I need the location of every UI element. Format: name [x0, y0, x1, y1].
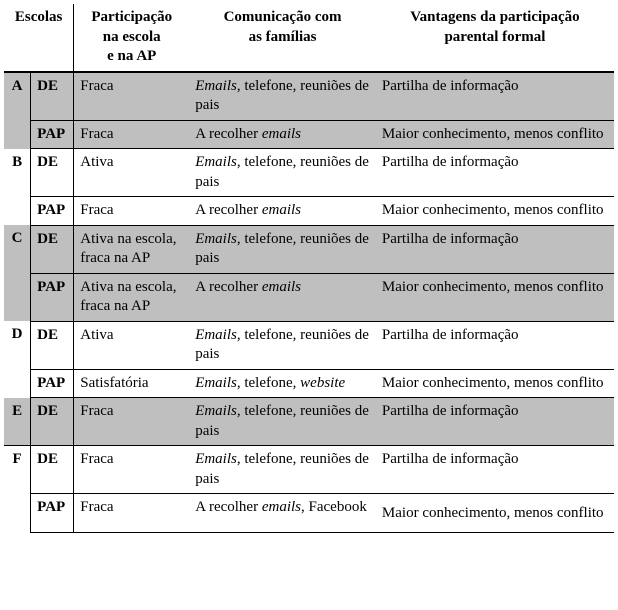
header-participacao: Participação na escola e na AP	[74, 4, 189, 72]
comm-f-de: Emails, telefone, reuniões de pais	[189, 446, 376, 494]
comm-c-pap-pre: A recolher	[195, 279, 262, 295]
school-e-letter: E	[4, 398, 31, 446]
comm-b-de-em: Emails	[195, 154, 237, 170]
header-comunicacao-l2: as famílias	[195, 28, 370, 48]
comm-f-pap-pre: A recolher	[195, 499, 262, 515]
header-vantagens: Vantagens da participação parental forma…	[376, 4, 614, 72]
header-comunicacao-l1: Comunicação com	[195, 8, 370, 28]
comm-b-pap-em: emails	[262, 202, 301, 218]
comm-f-pap: A recolher emails, Facebook	[189, 494, 376, 533]
comm-a-pap-pre: A recolher	[195, 126, 262, 142]
comm-a-de: Emails, telefone, reuniões de pais	[189, 72, 376, 121]
comm-a-pap-em: emails	[262, 126, 301, 142]
header-participacao-l3: e na AP	[80, 47, 183, 67]
row-e-de: E DE Fraca Emails, telefone, reuniões de…	[4, 398, 614, 446]
role-b-pap: PAP	[31, 197, 74, 226]
row-d-pap: PAP Satisfatória Emails, telefone, websi…	[4, 369, 614, 398]
comm-d-pap-mid: , telefone,	[237, 375, 300, 391]
role-a-de: DE	[31, 72, 74, 121]
role-f-pap: PAP	[31, 494, 74, 533]
part-e-de: Fraca	[74, 398, 189, 446]
comm-d-pap: Emails, telefone, website	[189, 369, 376, 398]
header-escolas: Escolas	[4, 4, 74, 72]
row-f-pap: PAP Fraca A recolher emails, Facebook Ma…	[4, 494, 614, 533]
part-f-pap: Fraca	[74, 494, 189, 533]
comm-d-de-em: Emails	[195, 327, 237, 343]
header-comunicacao: Comunicação com as famílias	[189, 4, 376, 72]
comm-b-pap: A recolher emails	[189, 197, 376, 226]
part-d-pap: Satisfatória	[74, 369, 189, 398]
adv-e-de: Partilha de informação	[376, 398, 614, 446]
adv-c-pap: Maior conhecimento, menos conflito	[376, 273, 614, 321]
row-a-pap: PAP Fraca A recolher emails Maior conhec…	[4, 120, 614, 149]
school-c-letter: C	[4, 225, 31, 321]
header-vantagens-l2: parental formal	[382, 28, 608, 48]
comm-b-pap-pre: A recolher	[195, 202, 262, 218]
comm-c-de-em: Emails	[195, 231, 237, 247]
role-d-pap: PAP	[31, 369, 74, 398]
role-f-de: DE	[31, 446, 74, 494]
comm-f-de-em: Emails	[195, 451, 237, 467]
adv-f-pap: Maior conhecimento, menos conflito	[376, 494, 614, 533]
header-row: Escolas Participação na escola e na AP C…	[4, 4, 614, 72]
comm-c-pap-em: emails	[262, 279, 301, 295]
part-a-de: Fraca	[74, 72, 189, 121]
comm-a-de-em: Emails	[195, 78, 237, 94]
adv-c-de: Partilha de informação	[376, 225, 614, 273]
part-c-de: Ativa na escola, fraca na AP	[74, 225, 189, 273]
school-b-letter: B	[4, 149, 31, 226]
row-b-pap: PAP Fraca A recolher emails Maior conhec…	[4, 197, 614, 226]
comm-e-de-em: Emails	[195, 403, 237, 419]
role-c-de: DE	[31, 225, 74, 273]
row-b-de: B DE Ativa Emails, telefone, reuniões de…	[4, 149, 614, 197]
comm-e-de: Emails, telefone, reuniões de pais	[189, 398, 376, 446]
header-participacao-l1: Participação	[80, 8, 183, 28]
role-b-de: DE	[31, 149, 74, 197]
role-c-pap: PAP	[31, 273, 74, 321]
school-d-letter: D	[4, 321, 31, 398]
part-b-pap: Fraca	[74, 197, 189, 226]
school-a-letter: A	[4, 72, 31, 149]
adv-f-de: Partilha de informação	[376, 446, 614, 494]
part-a-pap: Fraca	[74, 120, 189, 149]
part-f-de: Fraca	[74, 446, 189, 494]
comm-c-de: Emails, telefone, reuniões de pais	[189, 225, 376, 273]
part-d-de: Ativa	[74, 321, 189, 369]
header-vantagens-l1: Vantagens da participação	[382, 8, 608, 28]
role-d-de: DE	[31, 321, 74, 369]
part-c-pap: Ativa na escola, fraca na AP	[74, 273, 189, 321]
comm-b-de: Emails, telefone, reuniões de pais	[189, 149, 376, 197]
adv-b-de: Partilha de informação	[376, 149, 614, 197]
part-b-de: Ativa	[74, 149, 189, 197]
participation-table: Escolas Participação na escola e na AP C…	[4, 4, 614, 533]
adv-d-pap: Maior conhecimento, menos conflito	[376, 369, 614, 398]
comm-d-de: Emails, telefone, reuniões de pais	[189, 321, 376, 369]
row-f-de: F DE Fraca Emails, telefone, reuniões de…	[4, 446, 614, 494]
adv-b-pap: Maior conhecimento, menos conflito	[376, 197, 614, 226]
comm-d-pap-em2: website	[300, 375, 345, 391]
row-a-de: A DE Fraca Emails, telefone, reuniões de…	[4, 72, 614, 121]
row-c-pap: PAP Ativa na escola, fraca na AP A recol…	[4, 273, 614, 321]
row-c-de: C DE Ativa na escola, fraca na AP Emails…	[4, 225, 614, 273]
role-e-de: DE	[31, 398, 74, 446]
comm-c-pap: A recolher emails	[189, 273, 376, 321]
header-participacao-l2: na escola	[80, 28, 183, 48]
role-a-pap: PAP	[31, 120, 74, 149]
adv-a-de: Partilha de informação	[376, 72, 614, 121]
comm-f-pap-em: emails	[262, 499, 301, 515]
comm-a-pap: A recolher emails	[189, 120, 376, 149]
comm-f-pap-post: , Facebook	[301, 499, 367, 515]
comm-d-pap-em1: Emails	[195, 375, 237, 391]
adv-a-pap: Maior conhecimento, menos conflito	[376, 120, 614, 149]
adv-d-de: Partilha de informação	[376, 321, 614, 369]
school-f-letter: F	[4, 446, 31, 533]
row-d-de: D DE Ativa Emails, telefone, reuniões de…	[4, 321, 614, 369]
